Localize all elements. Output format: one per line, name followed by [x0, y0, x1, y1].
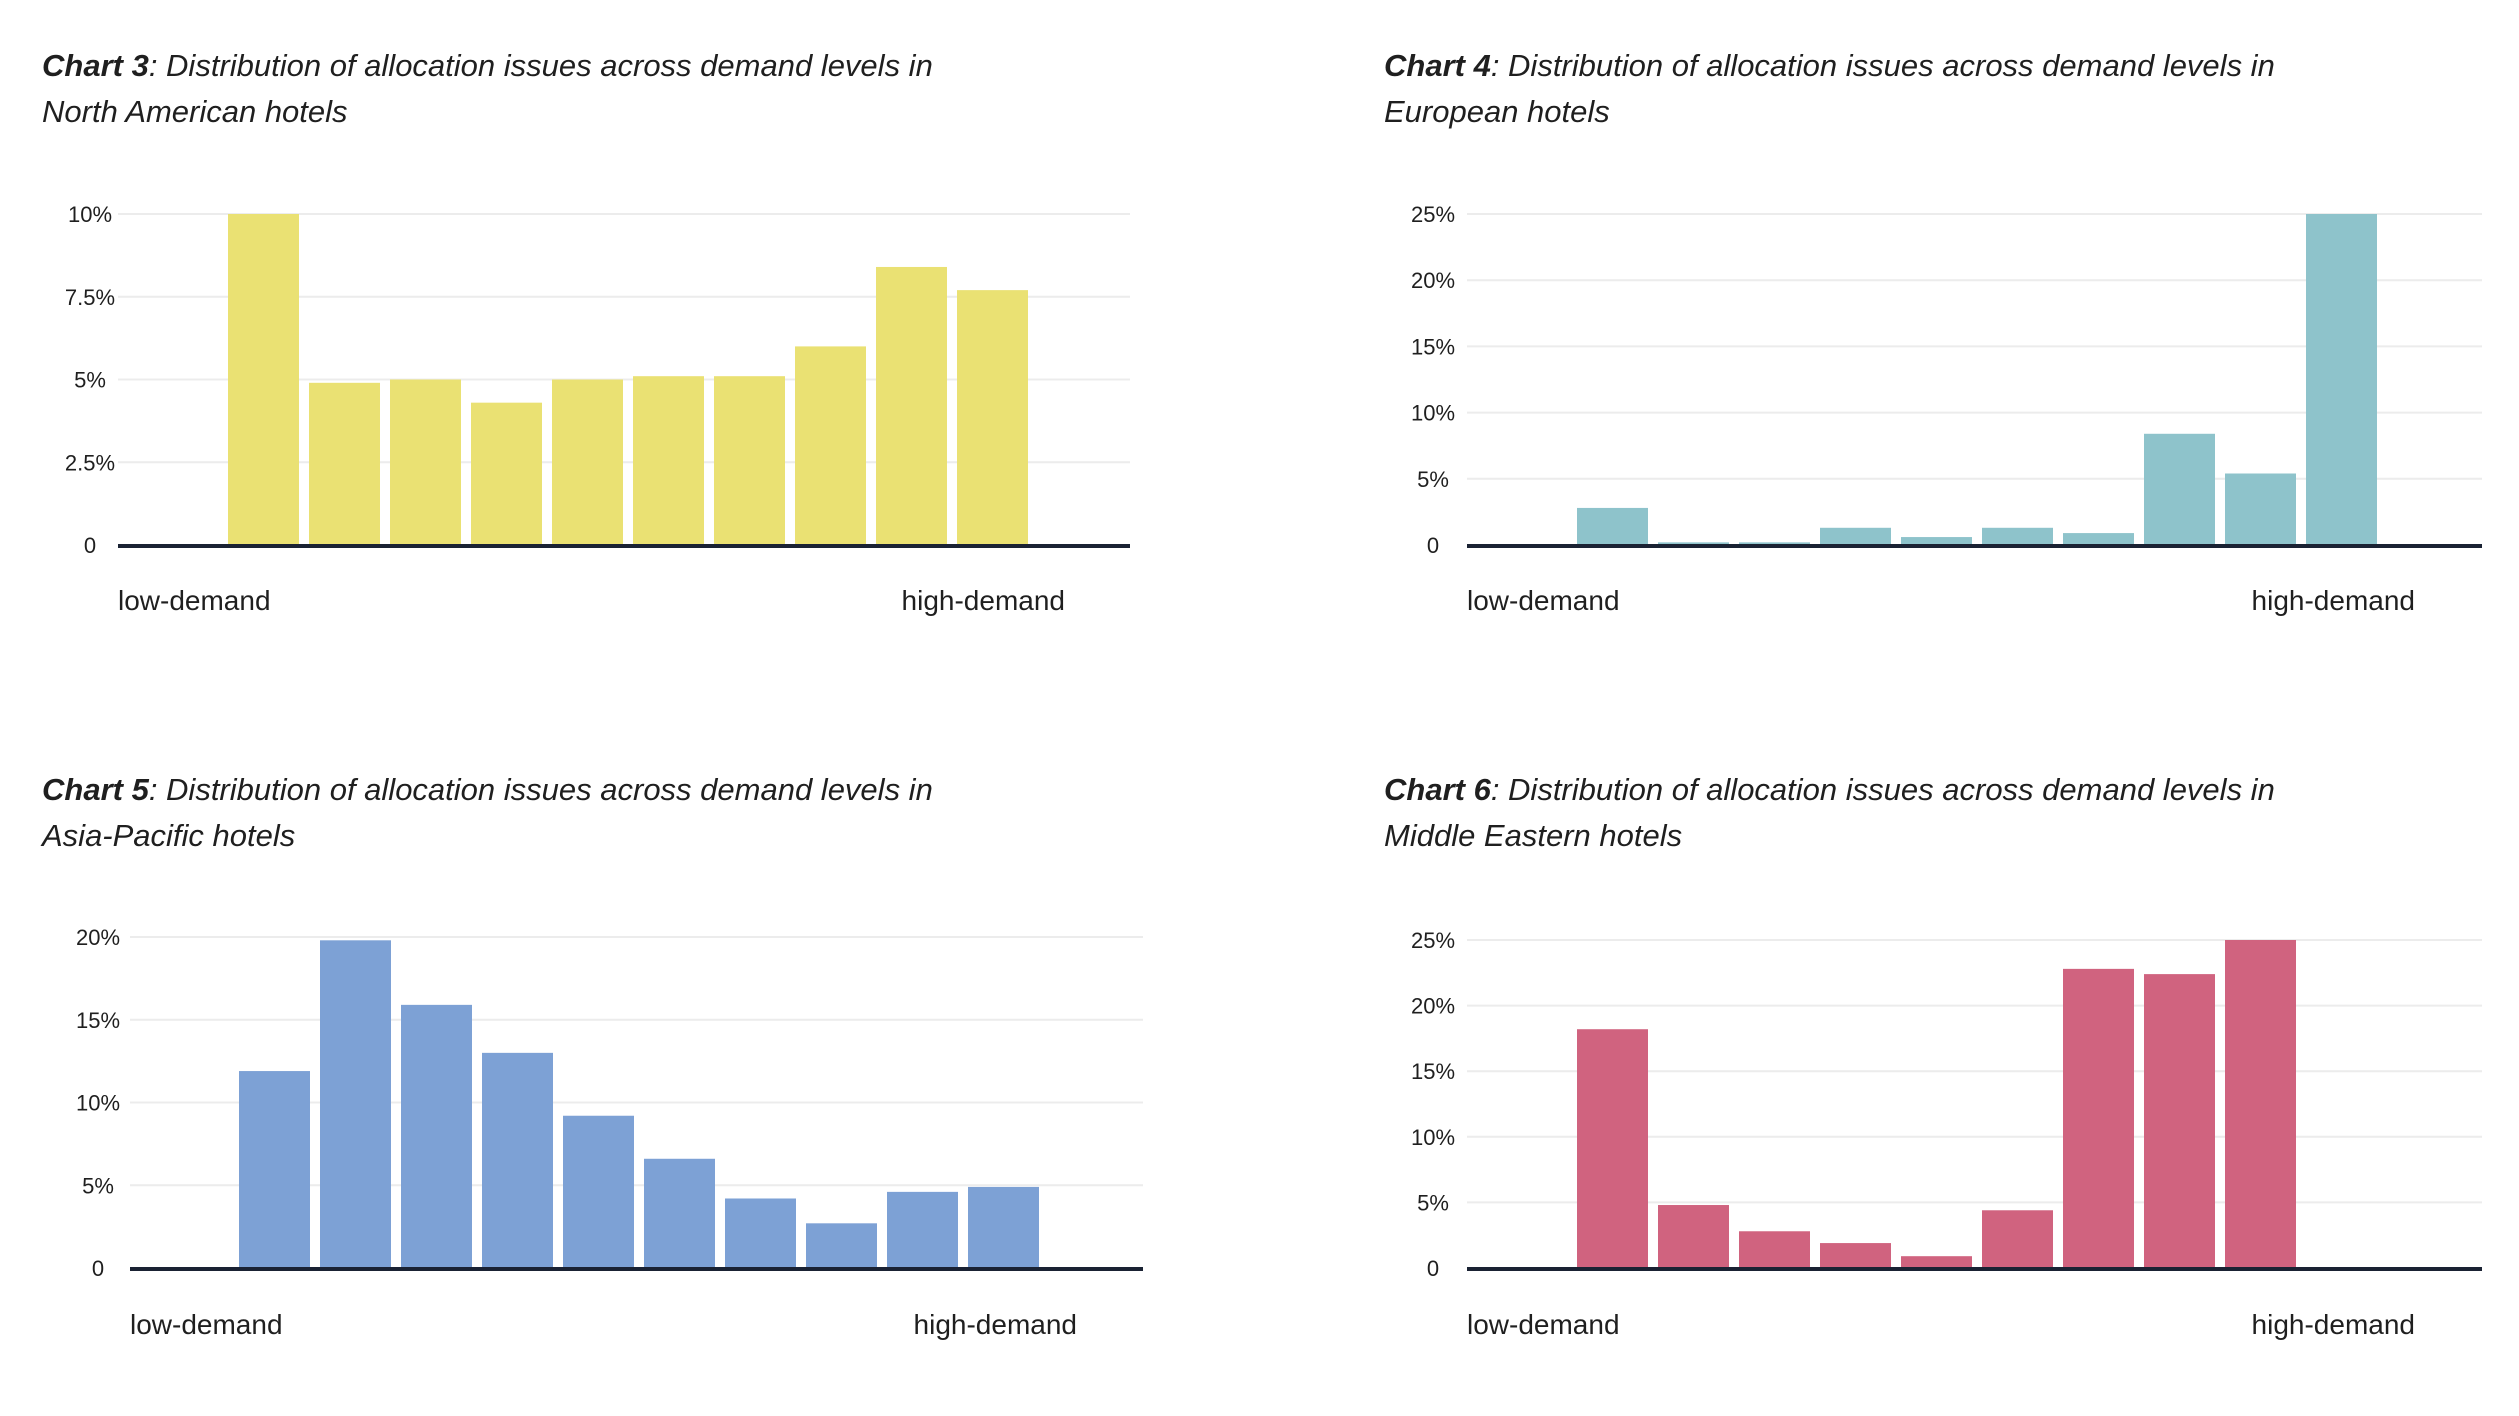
- bar: [239, 1071, 310, 1268]
- bar: [1739, 542, 1810, 545]
- bar: [320, 940, 391, 1268]
- x-axis-end-label: high-demand: [902, 585, 1065, 616]
- y-tick-label: 0: [84, 533, 96, 558]
- chart-title: Chart 5: Distribution of allocation issu…: [42, 767, 1142, 859]
- y-tick-label: 5%: [1417, 467, 1449, 492]
- bar-chart: 0 5% 10% 15% 20% low-demand high-demand: [76, 925, 1143, 1340]
- bar-chart: 0 5% 10% 15% 20% 25% low-demand high-demand: [1411, 202, 2482, 616]
- y-tick-label: 5%: [82, 1173, 114, 1198]
- bar: [2144, 974, 2215, 1268]
- x-axis-end-label: high-demand: [2252, 585, 2415, 616]
- bar: [1658, 542, 1729, 545]
- chart-panel-3: Chart 3: Distribution of allocation issu…: [0, 0, 1259, 708]
- bar: [2144, 433, 2215, 545]
- bar: [644, 1158, 715, 1268]
- chart-title-rest: : Distribution of allocation issues acro…: [1490, 48, 2275, 83]
- chart-panel-5: Chart 5: Distribution of allocation issu…: [0, 708, 1259, 1416]
- y-tick-label: 25%: [1411, 202, 1455, 227]
- chart-title-lead: Chart 4: [1384, 48, 1491, 83]
- y-tick-label: 2.5%: [65, 450, 115, 475]
- chart-panel-4: Chart 4: Distribution of allocation issu…: [1259, 0, 2519, 708]
- bar: [714, 376, 785, 545]
- bar: [2225, 940, 2296, 1268]
- bar: [309, 382, 380, 545]
- bar: [471, 402, 542, 545]
- bar: [806, 1223, 877, 1268]
- bar: [887, 1191, 958, 1268]
- bar: [1901, 537, 1972, 545]
- bar: [1982, 527, 2053, 545]
- bar: [401, 1004, 472, 1268]
- chart-title-line2: Middle Eastern hotels: [1384, 818, 1683, 853]
- y-tick-label: 20%: [1411, 994, 1455, 1019]
- chart-title-lead: Chart 3: [42, 48, 149, 83]
- bar: [563, 1115, 634, 1268]
- chart-title: Chart 6: Distribution of allocation issu…: [1384, 767, 2484, 859]
- bar: [725, 1198, 796, 1268]
- y-tick-label: 10%: [1411, 1125, 1455, 1150]
- bar: [633, 376, 704, 545]
- bar: [1820, 527, 1891, 545]
- y-tick-label: 0: [92, 1256, 104, 1281]
- x-axis-start-label: low-demand: [118, 585, 271, 616]
- bar: [957, 290, 1028, 545]
- y-tick-label: 15%: [1411, 1059, 1455, 1084]
- y-tick-label: 15%: [1411, 334, 1455, 359]
- chart-title-line2: European hotels: [1384, 94, 1610, 129]
- y-tick-label: 5%: [74, 368, 106, 393]
- x-axis-start-label: low-demand: [1467, 1309, 1620, 1340]
- bar: [1577, 507, 1648, 545]
- y-tick-label: 5%: [1417, 1190, 1449, 1215]
- chart-title-lead: Chart 5: [42, 772, 149, 807]
- bar: [1577, 1029, 1648, 1268]
- bar: [876, 266, 947, 545]
- y-tick-label: 20%: [1411, 268, 1455, 293]
- y-tick-label: 10%: [76, 1091, 120, 1116]
- bar-chart: 0 5% 10% 15% 20% 25% low-demand high-demand: [1411, 928, 2482, 1340]
- bar: [1901, 1256, 1972, 1268]
- bar-chart: 0 2.5% 5% 7.5% 10% low-demand high-demand: [65, 202, 1130, 616]
- chart-title-rest: : Distribution of allocation issues acro…: [148, 772, 933, 807]
- chart-title-rest: : Distribution of allocation issues acro…: [148, 48, 933, 83]
- y-tick-label: 20%: [76, 925, 120, 950]
- chart-panel-6: Chart 6: Distribution of allocation issu…: [1259, 708, 2519, 1416]
- chart-title: Chart 3: Distribution of allocation issu…: [42, 43, 1142, 135]
- y-tick-label: 10%: [1411, 401, 1455, 426]
- bar: [1982, 1210, 2053, 1268]
- y-tick-label: 10%: [68, 202, 112, 227]
- y-tick-label: 15%: [76, 1008, 120, 1033]
- x-axis-start-label: low-demand: [130, 1309, 283, 1340]
- bar: [390, 379, 461, 545]
- x-axis-end-label: high-demand: [914, 1309, 1077, 1340]
- bar: [968, 1186, 1039, 1268]
- chart-title-rest: : Distribution of allocation issues acro…: [1490, 772, 2275, 807]
- bar: [1658, 1205, 1729, 1268]
- chart-title: Chart 4: Distribution of allocation issu…: [1384, 43, 2484, 135]
- bar: [2063, 533, 2134, 545]
- y-tick-label: 25%: [1411, 928, 1455, 953]
- chart-title-line2: North American hotels: [42, 94, 348, 129]
- bar: [2063, 968, 2134, 1268]
- bar: [2225, 473, 2296, 545]
- bar: [552, 379, 623, 545]
- bar: [2306, 214, 2377, 545]
- x-axis-start-label: low-demand: [1467, 585, 1620, 616]
- bar: [795, 346, 866, 545]
- bar: [228, 214, 299, 545]
- bar: [482, 1052, 553, 1268]
- y-tick-label: 0: [1427, 533, 1439, 558]
- y-tick-label: 7.5%: [65, 285, 115, 310]
- y-tick-label: 0: [1427, 1256, 1439, 1281]
- chart-title-line2: Asia-Pacific hotels: [42, 818, 296, 853]
- chart-title-lead: Chart 6: [1384, 772, 1491, 807]
- bar: [1820, 1243, 1891, 1268]
- bar: [1739, 1231, 1810, 1268]
- x-axis-end-label: high-demand: [2252, 1309, 2415, 1340]
